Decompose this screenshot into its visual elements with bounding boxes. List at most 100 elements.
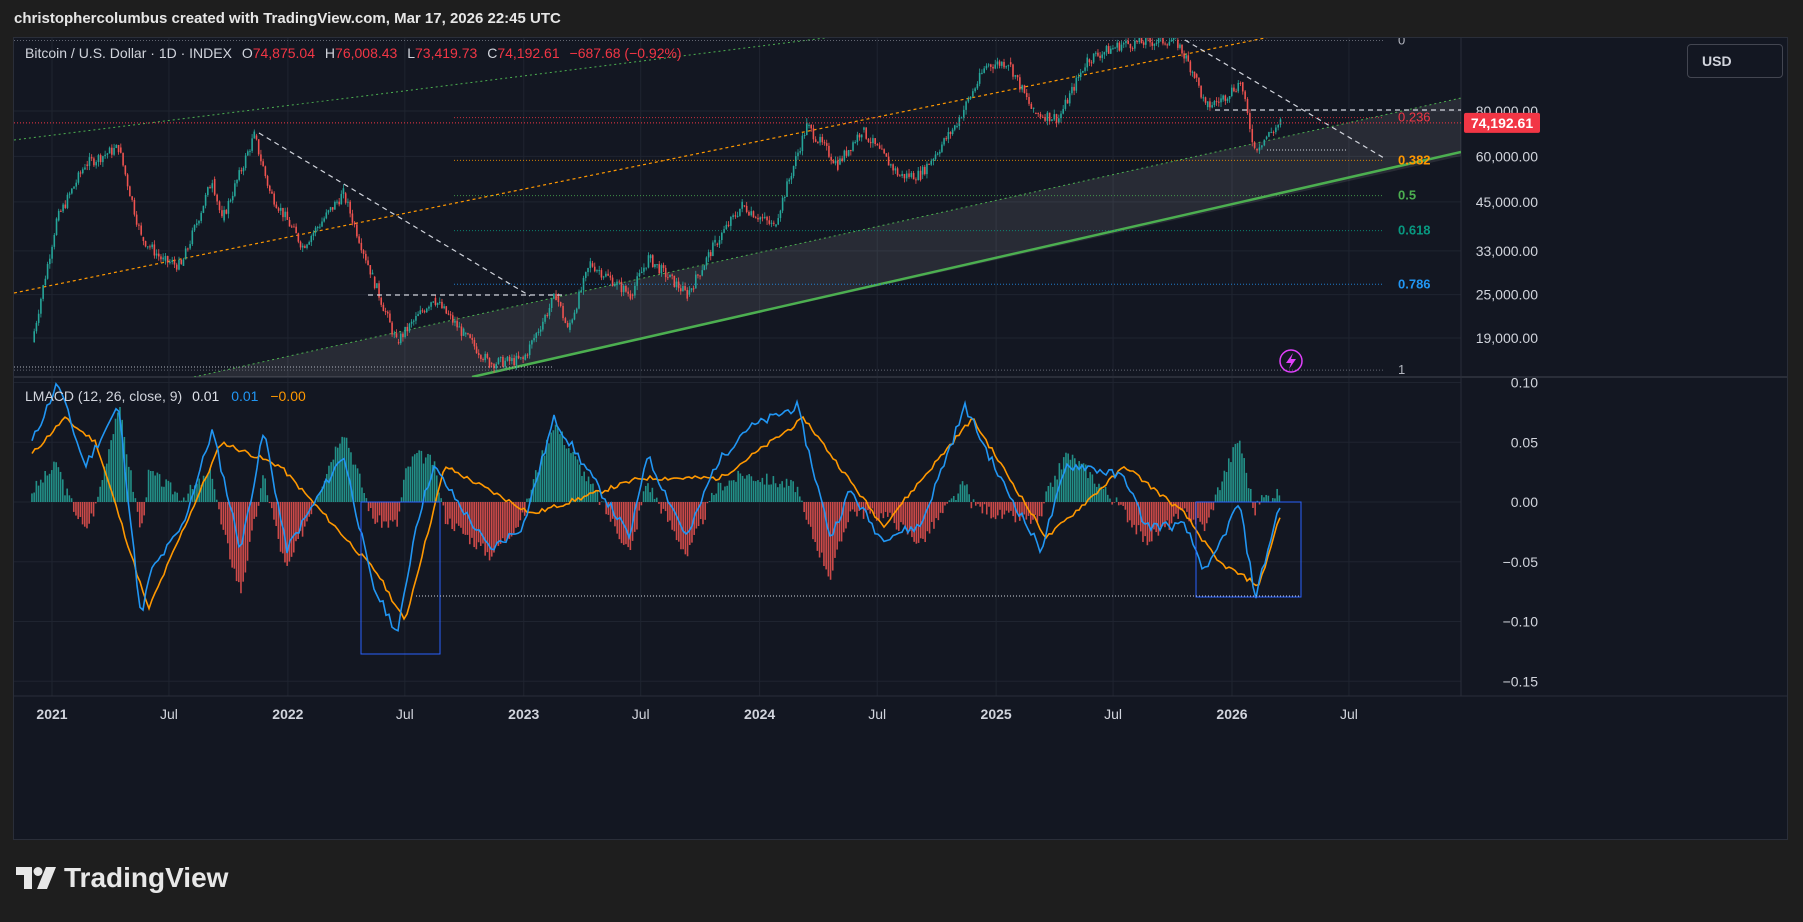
- candle-body: [1125, 40, 1127, 44]
- macd-histogram-bar: [110, 440, 112, 502]
- candle-body: [883, 149, 885, 154]
- candle-body: [647, 255, 650, 268]
- macd-histogram-bar: [138, 502, 141, 528]
- candle-body: [694, 274, 697, 289]
- tradingview-logo[interactable]: TradingView: [16, 862, 228, 894]
- macd-histogram-bar: [1005, 502, 1008, 511]
- candle-body: [490, 363, 493, 365]
- time-axis-label: Jul: [1104, 706, 1122, 722]
- macd-histogram-bar: [917, 502, 920, 543]
- candle-body: [209, 187, 211, 189]
- macd-histogram-bar: [664, 502, 667, 512]
- chart-container[interactable]: 0 0.236 0.382 0.5 0.618 0.786 1 80,000.00 60,000…: [13, 37, 1788, 840]
- macd-histogram-bar: [1036, 502, 1039, 523]
- macd-histogram-bar: [141, 502, 143, 524]
- candle-body: [508, 356, 511, 362]
- macd-histogram-bar: [336, 447, 339, 502]
- candle-body: [213, 179, 216, 195]
- macd-histogram-bar: [116, 412, 119, 502]
- macd-histogram-bar: [559, 434, 561, 502]
- candle-body: [578, 291, 580, 309]
- candle-body: [947, 132, 950, 140]
- candle-body: [111, 147, 113, 155]
- macd-histogram-bar: [1054, 475, 1056, 502]
- macd-histogram-bar: [1087, 478, 1089, 502]
- candle-body: [654, 264, 656, 268]
- candle-body: [958, 117, 961, 127]
- macd-histogram-bar: [361, 487, 363, 502]
- macd-histogram-bar: [763, 484, 766, 502]
- candle-body: [651, 255, 654, 268]
- macd-histogram-bar: [1208, 502, 1210, 518]
- macd-histogram-bar: [1073, 458, 1076, 502]
- macd-histogram-bar: [567, 448, 570, 502]
- candle-body: [195, 223, 198, 226]
- candle-body: [535, 333, 538, 339]
- macd-histogram-bar: [211, 478, 214, 502]
- candle-body: [55, 218, 58, 235]
- macd-histogram-bar: [154, 475, 156, 502]
- macd-histogram-bar: [985, 502, 988, 515]
- candle-body: [473, 339, 476, 347]
- macd-histogram-bar: [1021, 502, 1023, 517]
- macd-histogram-bar: [482, 502, 484, 544]
- upper-channel-line: [14, 38, 1268, 294]
- macd-histogram-bar: [1010, 502, 1012, 511]
- macd-histogram-bar: [926, 502, 929, 532]
- macd-histogram-bar: [521, 502, 524, 513]
- candle-body: [1039, 114, 1042, 117]
- macd-histogram-bar: [968, 494, 970, 502]
- candle-body: [701, 270, 703, 276]
- macd-histogram-bar: [1212, 502, 1215, 511]
- macd-histogram-bar: [477, 502, 480, 543]
- macd-histogram-bar: [715, 493, 717, 502]
- last-price-tag: [1464, 112, 1540, 133]
- macd-histogram-bar: [1100, 486, 1102, 502]
- candle-body: [730, 216, 732, 226]
- macd-histogram-bar: [1177, 502, 1179, 519]
- price-legend: Bitcoin / U.S. Dollar · 1D · INDEX O74,8…: [25, 45, 682, 61]
- candle-body: [432, 301, 435, 303]
- macd-histogram-bar: [948, 500, 951, 502]
- macd-histogram-bar: [1043, 502, 1045, 504]
- tradingview-logo-icon: [16, 867, 56, 889]
- macd-histogram-bar: [550, 432, 552, 502]
- macd-histogram-bar: [506, 502, 508, 540]
- macd-histogram-bar: [519, 502, 522, 521]
- macd-histogram-bar: [871, 502, 874, 509]
- macd-histogram-bar: [548, 443, 550, 502]
- candle-body: [467, 333, 469, 335]
- candle-body: [262, 161, 264, 167]
- macd-histogram-bar: [352, 464, 354, 502]
- candle-body: [1055, 114, 1058, 123]
- macd-histogram-bar: [1007, 502, 1010, 513]
- candle-body: [528, 344, 531, 356]
- candle-body: [537, 331, 540, 334]
- candle-body: [1101, 54, 1104, 58]
- candle-body: [660, 265, 663, 274]
- macd-histogram-bar: [119, 407, 121, 502]
- currency-button[interactable]: USD: [1687, 44, 1783, 78]
- macd-histogram-bar: [145, 497, 148, 502]
- macd-histogram-bar: [726, 485, 728, 502]
- candle-body: [1090, 62, 1093, 64]
- macd-histogram-bar: [974, 502, 977, 506]
- candle-body: [308, 242, 310, 245]
- candle-body: [138, 224, 140, 226]
- candle-body: [1099, 55, 1101, 58]
- candle-body: [211, 183, 214, 189]
- candle-body: [46, 264, 49, 279]
- candle-body: [894, 168, 897, 171]
- chart-svg[interactable]: 00.2360.3820.50.6180.786180,000.0060,000…: [14, 38, 1788, 840]
- candle-body: [477, 353, 480, 356]
- candle-body: [493, 364, 495, 369]
- candle-body: [316, 227, 319, 229]
- high-value: 76,008.43: [335, 45, 398, 61]
- macd-histogram-bar: [512, 502, 515, 534]
- macd-histogram-bar: [235, 502, 238, 582]
- macd-histogram-bar: [629, 502, 632, 551]
- candle-body: [996, 61, 999, 65]
- candle-body: [845, 150, 848, 156]
- symbol-name: Bitcoin / U.S. Dollar · 1D · INDEX: [25, 45, 232, 61]
- candle-body: [1261, 145, 1263, 148]
